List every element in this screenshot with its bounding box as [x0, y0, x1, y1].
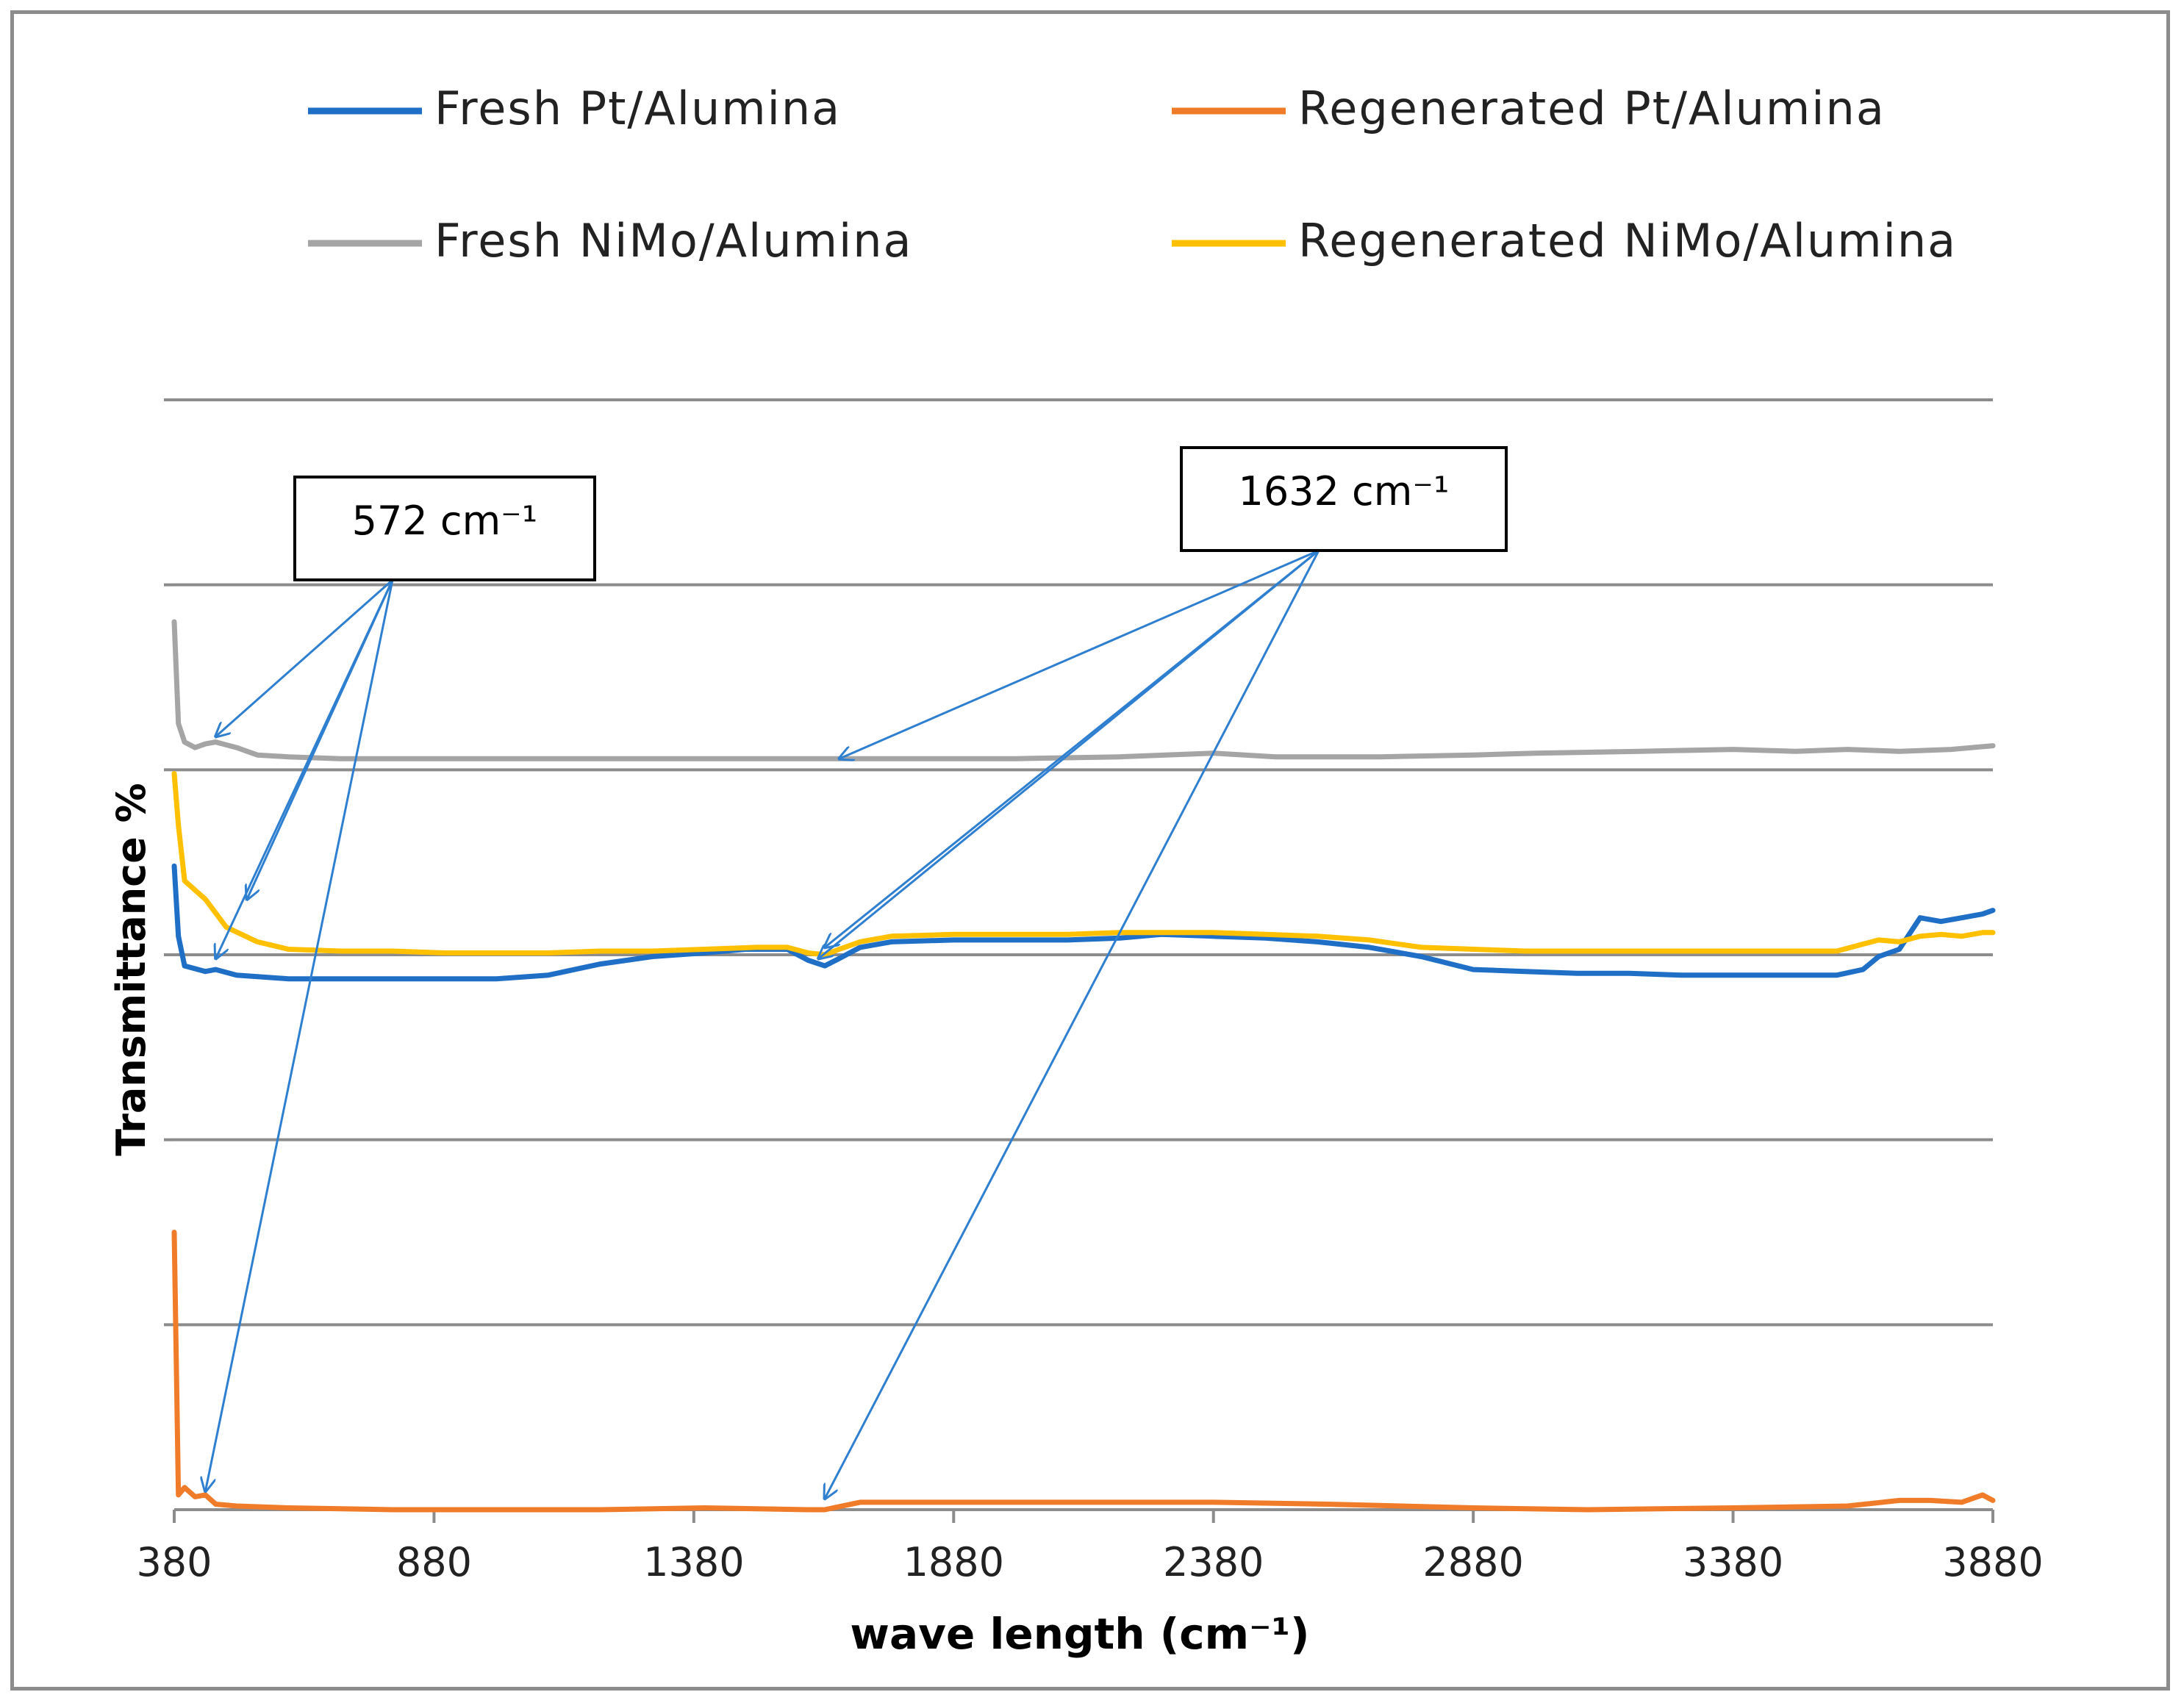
series-lines	[171, 619, 1996, 1513]
legend-label: Regenerated NiMo/Alumina	[1298, 214, 1957, 268]
x-tick-label: 1380	[643, 1539, 744, 1585]
legend-label: Fresh Pt/Alumina	[434, 82, 841, 135]
annotation-label: 572 cm⁻¹	[352, 498, 538, 544]
annotation-arrow	[825, 550, 1320, 1499]
x-tick-label: 2880	[1422, 1539, 1523, 1585]
legend-label: Regenerated Pt/Alumina	[1298, 82, 1886, 135]
series-line-fresh-nimo-alumina	[171, 619, 1996, 761]
annotations: 572 cm⁻¹ 1632 cm⁻¹	[205, 446, 1508, 1499]
annotation-arrow	[839, 549, 1320, 759]
annotation-arrow	[205, 579, 394, 1491]
series-line-fresh-pt-alumina	[171, 863, 1996, 982]
legend: Fresh Pt/Alumina Regenerated Pt/Alumina Fr…	[308, 82, 1957, 268]
x-tick-label: 880	[396, 1539, 472, 1585]
x-tick-label: 2380	[1163, 1539, 1264, 1585]
x-tick-label: 1880	[903, 1539, 1004, 1585]
ftir-chart: 380 880 1380 1880 2380 2880 3380 3880 572 cm⁻¹ 1…	[108, 82, 2044, 1659]
x-tick-label: 380	[136, 1539, 212, 1585]
annotation-box	[293, 476, 596, 581]
chart-frame: 380 880 1380 1880 2380 2880 3380 3880 572 cm⁻¹ 1…	[10, 10, 2170, 1691]
annotation-box	[1180, 446, 1508, 552]
y-axis-label: Transmittance %	[108, 783, 154, 1155]
annotation-label: 1632 cm⁻¹	[1238, 468, 1449, 515]
series-line-regenerated-pt-alumina	[171, 1230, 1996, 1513]
annotation-arrow	[819, 549, 1320, 958]
annotation-arrow	[216, 579, 394, 958]
x-tick-label: 3380	[1683, 1539, 1783, 1585]
x-tick-label: 3880	[1942, 1539, 2043, 1585]
legend-label: Fresh NiMo/Alumina	[434, 214, 913, 268]
series-line-regenerated-nimo-alumina	[171, 770, 1996, 958]
x-tick-labels: 380 880 1380 1880 2380 2880 3380 3880	[136, 1510, 2044, 1585]
x-axis-label: wave length (cm⁻¹)	[850, 1609, 1309, 1659]
annotation-arrow	[216, 578, 393, 736]
